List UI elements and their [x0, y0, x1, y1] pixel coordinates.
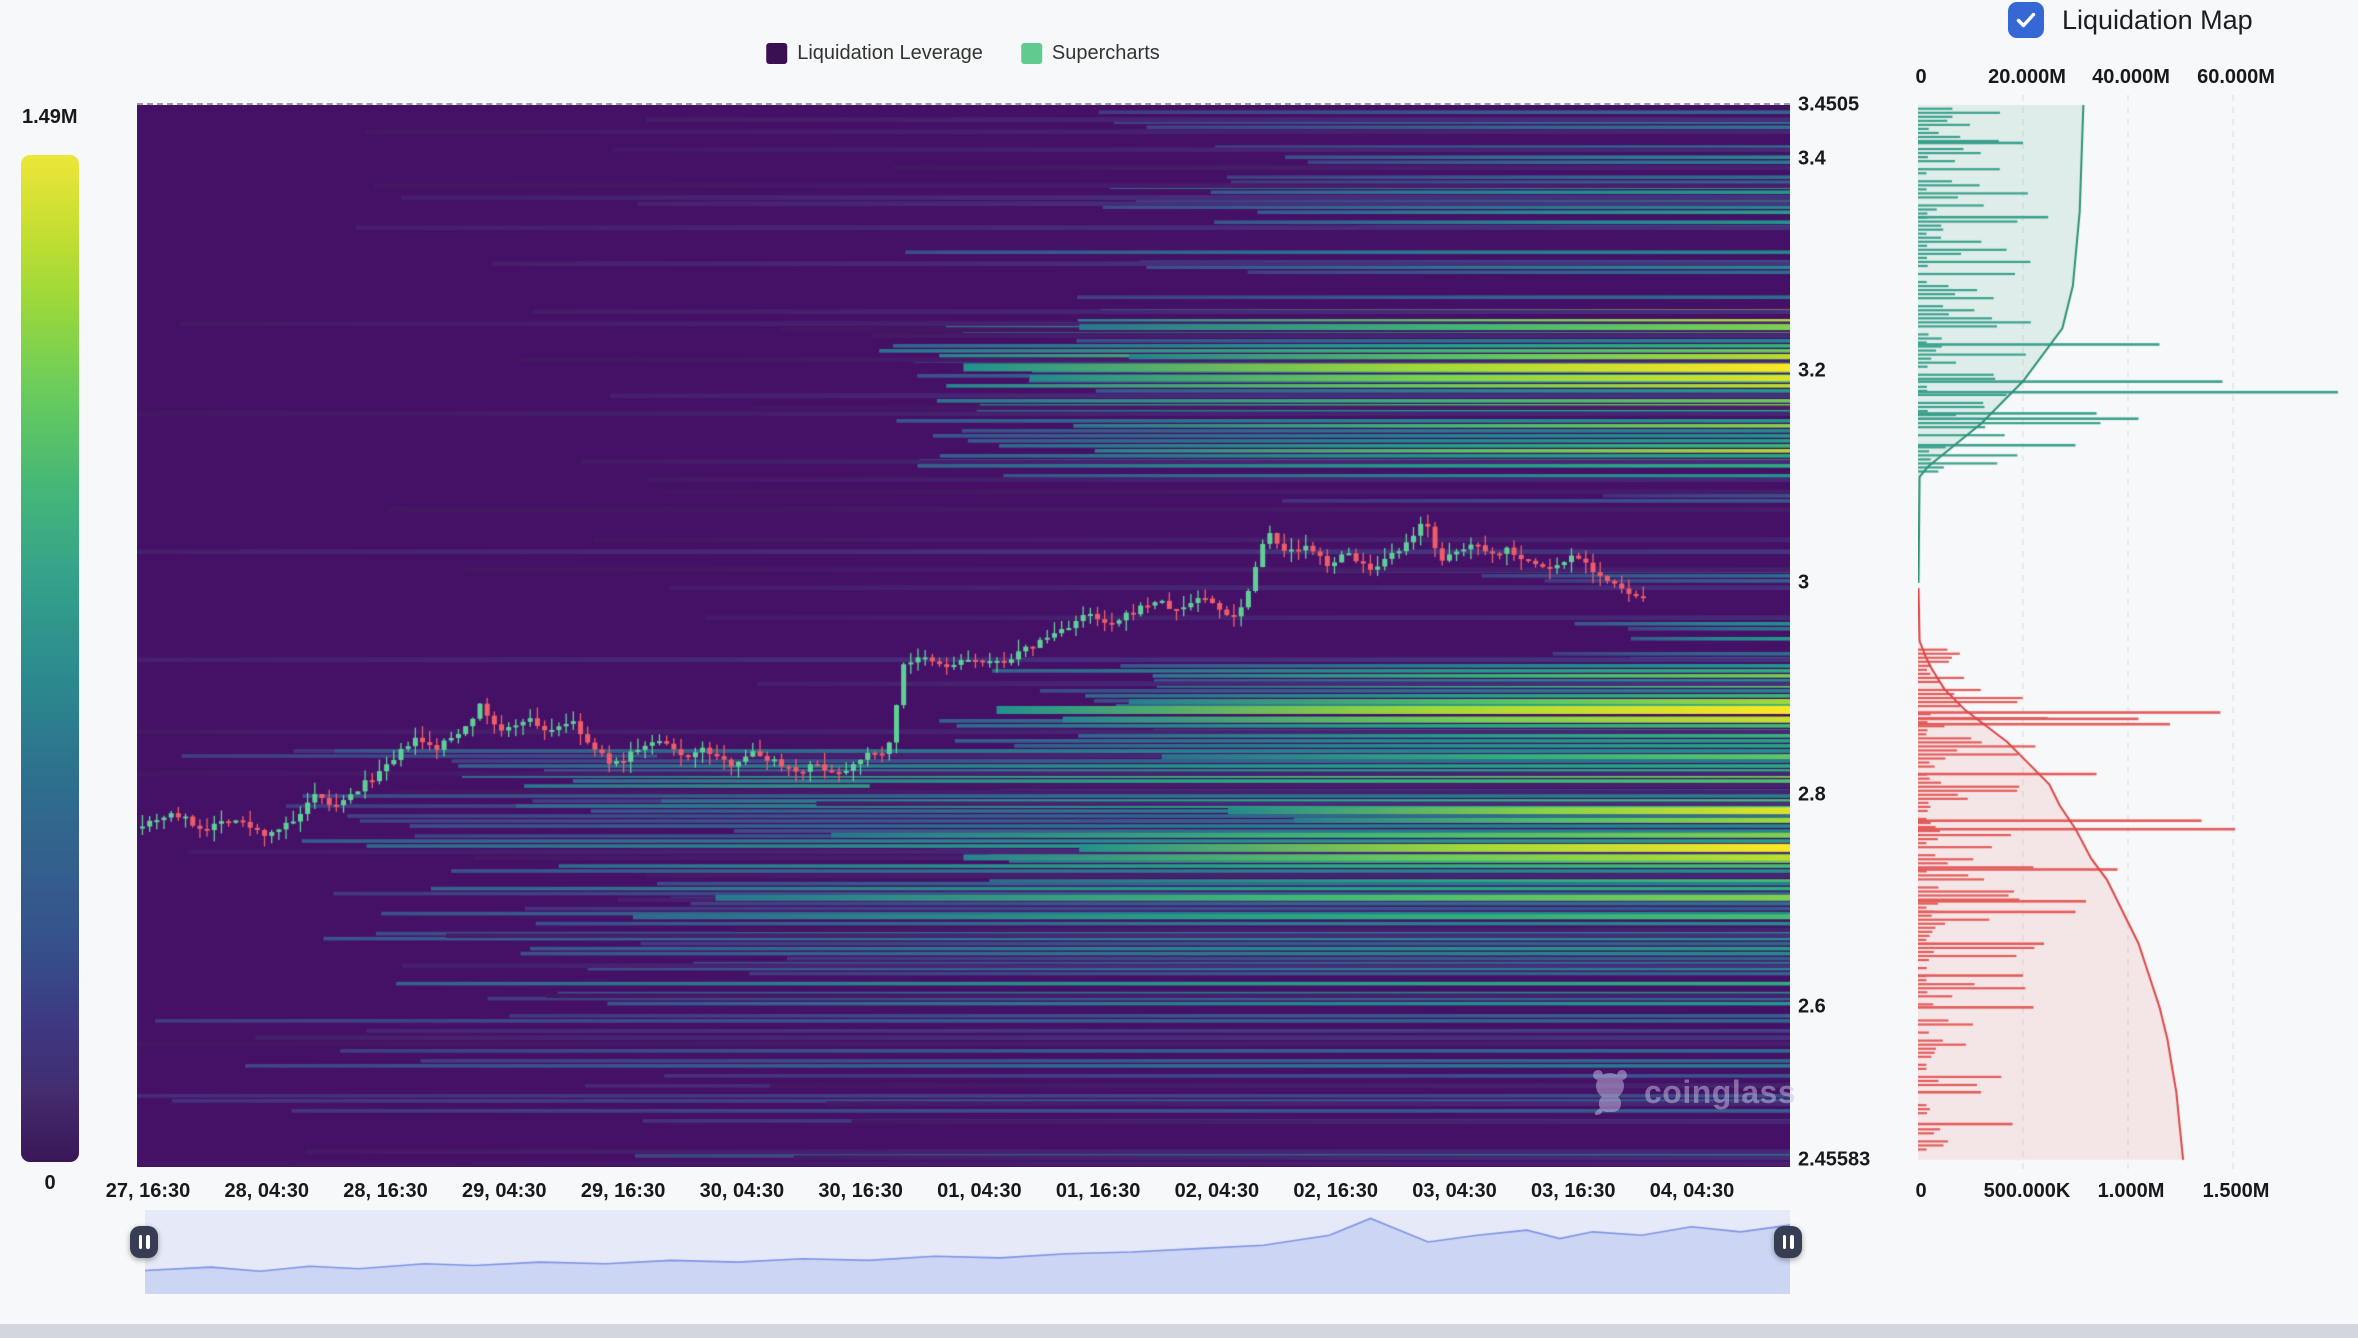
pause-bar-icon [1790, 1235, 1794, 1249]
time-tick-label: 04, 04:30 [1649, 1180, 1735, 1202]
page-bottom-scroll-strip [0, 1324, 2358, 1338]
pause-bar-icon [146, 1235, 150, 1249]
liquidation-map-header: Liquidation Map [2008, 2, 2253, 38]
checkmark-icon [2016, 12, 2036, 28]
time-tick-label: 30, 16:30 [818, 1180, 903, 1202]
time-tick-label: 29, 04:30 [462, 1180, 547, 1202]
time-tick-label: 28, 16:30 [343, 1180, 428, 1202]
cumulative-axis-tick-label: 40.000M [2092, 66, 2170, 88]
liquidation-heatmap-canvas[interactable] [137, 103, 1790, 1167]
price-tick-label: 2.8 [1798, 783, 1826, 806]
legend-label: Supercharts [1051, 42, 1160, 64]
time-tick-label: 30, 04:30 [699, 1180, 785, 1202]
cumulative-axis-tick-label: 20.000M [1988, 66, 2066, 88]
cumulative-axis-tick-label: 0 [1915, 66, 1927, 88]
heatmap-colorbar [21, 155, 79, 1162]
legend-item-liquidation-leverage[interactable]: Liquidation Leverage [766, 42, 983, 65]
price-tick-label: 3.2 [1798, 359, 1826, 382]
price-tick-label: 3 [1798, 571, 1810, 594]
per-level-axis-tick-label: 500.000K [1983, 1180, 2071, 1202]
colorbar-min-label: 0 [44, 1172, 56, 1194]
per-level-axis-tick-label: 1.500M [2202, 1180, 2270, 1202]
time-tick-label: 03, 16:30 [1530, 1180, 1616, 1202]
time-tick-label: 03, 04:30 [1412, 1180, 1497, 1202]
navigator-right-handle[interactable] [1774, 1226, 1802, 1258]
liquidation-map-label: Liquidation Map [2062, 4, 2253, 35]
liquidation-map-checkbox[interactable] [2008, 2, 2044, 38]
time-tick-label: 01, 16:30 [1055, 1180, 1141, 1202]
legend-item-supercharts[interactable]: Supercharts [1020, 42, 1160, 65]
time-tick-label: 01, 04:30 [937, 1180, 1022, 1202]
liquidation-map-canvas[interactable] [1918, 95, 2358, 1172]
legend-swatch-liquidation-leverage [766, 43, 788, 64]
time-tick-label: 29, 16:30 [580, 1180, 666, 1202]
per-level-axis-tick-label: 0 [1915, 1180, 1927, 1202]
price-tick-label: 2.45583 [1798, 1148, 1871, 1171]
price-tick-label: 2.6 [1798, 995, 1826, 1018]
pause-bar-icon [1782, 1235, 1786, 1249]
legend-swatch-supercharts [1020, 43, 1042, 64]
time-tick-label: 02, 04:30 [1174, 1180, 1260, 1202]
chart-legend: Liquidation Leverage Supercharts [766, 42, 1160, 65]
navigator-left-handle[interactable] [130, 1226, 158, 1258]
price-tick-label: 3.4505 [1798, 93, 1860, 116]
cumulative-axis-tick-label: 60.000M [2197, 66, 2275, 88]
navigator-minimap-canvas[interactable] [145, 1210, 1790, 1294]
legend-label: Liquidation Leverage [797, 42, 983, 64]
price-tick-label: 3.4 [1798, 147, 1826, 170]
time-tick-label: 27, 16:30 [105, 1180, 191, 1202]
time-tick-label: 02, 16:30 [1293, 1180, 1378, 1202]
per-level-axis-tick-label: 1.000M [2097, 1180, 2165, 1202]
time-tick-label: 28, 04:30 [224, 1180, 310, 1202]
pause-bar-icon [138, 1235, 142, 1249]
colorbar-max-label: 1.49M [22, 106, 78, 128]
